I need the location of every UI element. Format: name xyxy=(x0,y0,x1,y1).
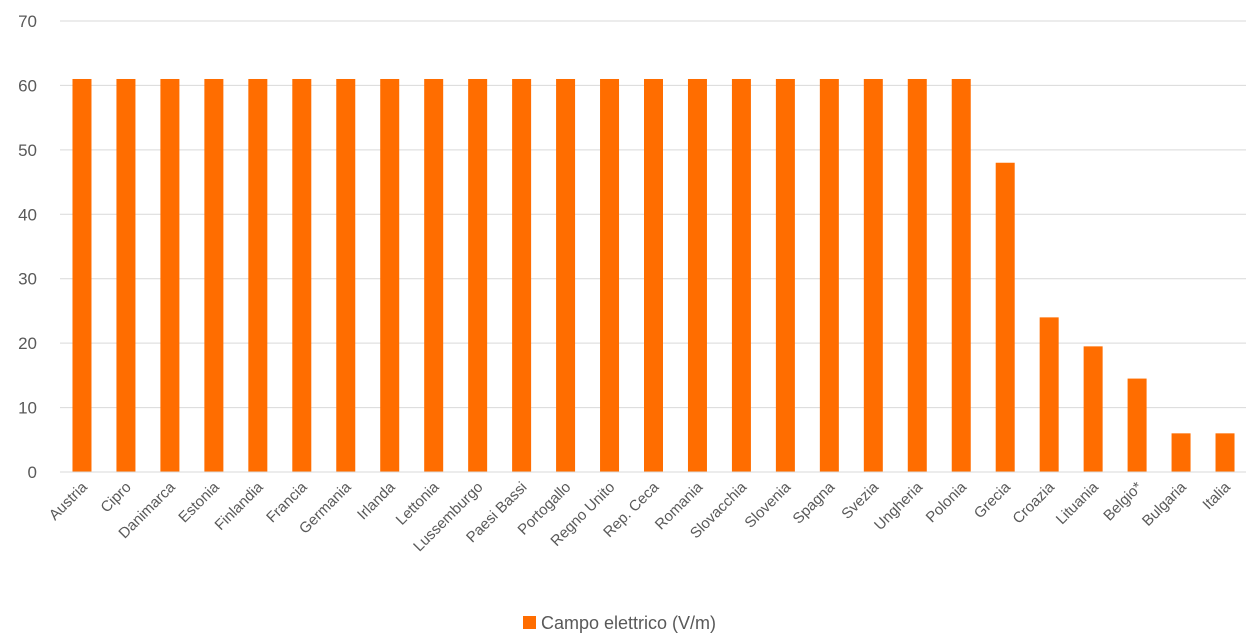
bar xyxy=(995,162,1015,472)
bar xyxy=(644,78,663,472)
x-axis-labels: Austria CiproDanimarcaEstoniaFinlandiaFra… xyxy=(46,478,1235,555)
bar xyxy=(116,78,136,472)
y-tick-label: 40 xyxy=(18,205,37,224)
bar xyxy=(907,78,927,472)
bar xyxy=(512,78,532,472)
x-tick-label: Spagna xyxy=(790,478,839,527)
bar xyxy=(951,78,971,472)
y-tick-label: 0 xyxy=(28,463,37,482)
x-tick-label: Lituania xyxy=(1053,478,1103,528)
bar xyxy=(248,78,268,472)
bar xyxy=(863,78,883,472)
legend-label: Campo elettrico (V/m) xyxy=(541,613,716,633)
bar xyxy=(380,78,400,472)
x-tick-label: Cipro xyxy=(97,479,134,516)
bar xyxy=(336,78,356,472)
bar xyxy=(204,78,224,472)
bar xyxy=(1039,317,1059,472)
bar xyxy=(600,78,620,472)
x-tick-label: Ungheria xyxy=(871,478,927,534)
y-tick-label: 50 xyxy=(18,141,37,160)
y-tick-label: 30 xyxy=(18,270,37,289)
x-tick-label: Austria xyxy=(46,478,91,523)
bar xyxy=(468,78,488,472)
bar xyxy=(160,78,180,472)
y-axis-ticks: 0 10 20 30 40 50 60 70 xyxy=(18,12,37,482)
legend: Campo elettrico (V/m) xyxy=(523,613,716,633)
x-tick-label: Italia xyxy=(1199,478,1234,513)
y-tick-label: 60 xyxy=(18,76,37,95)
x-tick-label: Grecia xyxy=(971,478,1015,522)
legend-swatch xyxy=(523,616,536,629)
bar xyxy=(1215,433,1235,472)
bar xyxy=(1083,346,1103,472)
bar xyxy=(687,78,707,472)
y-tick-label: 20 xyxy=(18,334,37,353)
bar xyxy=(292,78,312,472)
bar xyxy=(72,78,92,472)
x-tick-label: Bulgaria xyxy=(1139,478,1190,529)
bar xyxy=(1127,378,1147,472)
bar xyxy=(819,78,839,472)
bar xyxy=(424,78,444,472)
x-tick-label: Croazia xyxy=(1009,478,1058,527)
x-tick-label: Polonia xyxy=(923,478,971,526)
bar xyxy=(731,78,751,472)
y-tick-label: 70 xyxy=(18,12,37,31)
bar xyxy=(556,78,576,472)
bar xyxy=(775,78,795,472)
bars xyxy=(72,78,1235,472)
x-tick-label: Finlandia xyxy=(212,478,268,534)
y-tick-label: 10 xyxy=(18,399,37,418)
bar xyxy=(1171,433,1191,472)
x-tick-label: Slovenia xyxy=(742,478,795,531)
